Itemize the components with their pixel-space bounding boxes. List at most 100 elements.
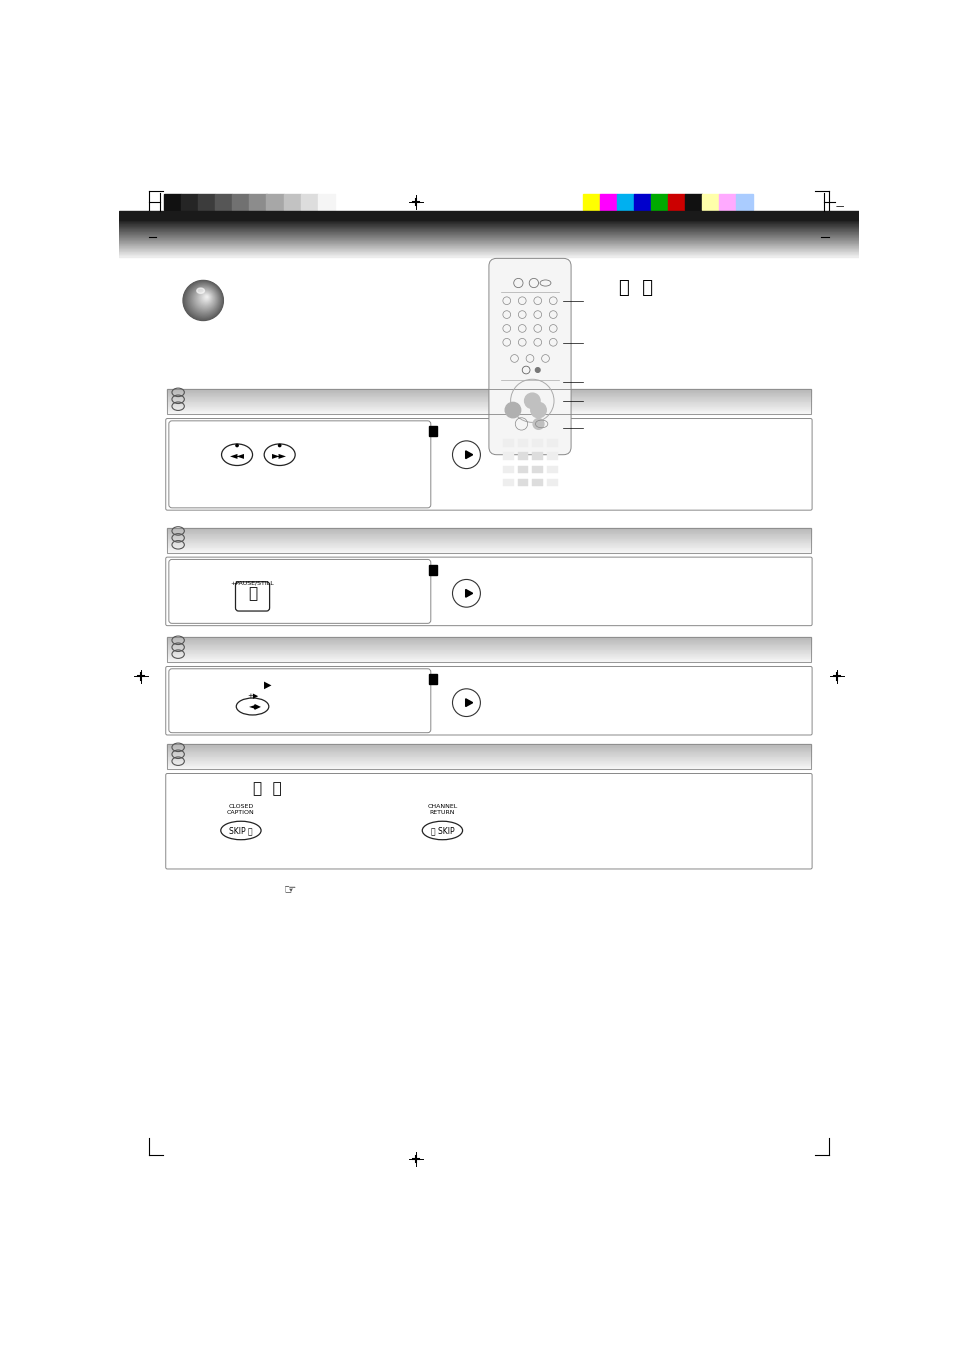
Circle shape bbox=[535, 367, 539, 373]
Circle shape bbox=[205, 296, 208, 299]
Text: +▶: +▶ bbox=[247, 693, 258, 698]
Text: ☞: ☞ bbox=[283, 882, 295, 897]
FancyBboxPatch shape bbox=[235, 582, 270, 611]
Circle shape bbox=[195, 289, 214, 308]
Circle shape bbox=[202, 295, 210, 301]
Circle shape bbox=[191, 285, 218, 313]
Bar bbox=[517, 453, 528, 461]
Circle shape bbox=[533, 419, 543, 430]
Circle shape bbox=[530, 403, 546, 417]
Bar bbox=[215, 195, 233, 209]
Text: ⏸: ⏸ bbox=[248, 586, 257, 601]
Bar bbox=[502, 478, 513, 486]
Bar bbox=[546, 439, 558, 447]
Bar bbox=[667, 195, 684, 209]
Circle shape bbox=[193, 288, 215, 309]
Bar bbox=[736, 195, 753, 209]
Circle shape bbox=[183, 281, 223, 320]
Circle shape bbox=[278, 444, 280, 447]
Text: +PAUSE/STILL: +PAUSE/STILL bbox=[231, 581, 274, 586]
Circle shape bbox=[189, 285, 219, 315]
Bar bbox=[119, 211, 858, 220]
Circle shape bbox=[203, 295, 209, 300]
Circle shape bbox=[185, 282, 222, 319]
Circle shape bbox=[191, 286, 217, 312]
Bar bbox=[719, 195, 736, 209]
Text: ⏮  ⏭: ⏮ ⏭ bbox=[618, 278, 653, 297]
Circle shape bbox=[235, 444, 238, 447]
Circle shape bbox=[193, 288, 216, 311]
Circle shape bbox=[197, 290, 213, 307]
Circle shape bbox=[199, 292, 212, 304]
Bar bbox=[429, 426, 436, 436]
Circle shape bbox=[193, 288, 216, 311]
Bar bbox=[502, 439, 513, 447]
Circle shape bbox=[187, 284, 220, 316]
Circle shape bbox=[188, 284, 220, 316]
Bar bbox=[233, 195, 249, 209]
Bar bbox=[167, 638, 810, 662]
FancyBboxPatch shape bbox=[166, 419, 811, 511]
Circle shape bbox=[524, 393, 539, 408]
Bar bbox=[617, 195, 633, 209]
Bar bbox=[266, 195, 283, 209]
Polygon shape bbox=[465, 451, 472, 458]
FancyBboxPatch shape bbox=[166, 666, 811, 735]
Bar bbox=[546, 453, 558, 461]
Bar bbox=[532, 478, 542, 486]
Circle shape bbox=[190, 285, 218, 313]
Bar bbox=[701, 195, 719, 209]
Circle shape bbox=[200, 292, 212, 304]
Circle shape bbox=[194, 289, 215, 309]
Text: ⏮  ⏭: ⏮ ⏭ bbox=[253, 781, 281, 796]
Bar bbox=[300, 195, 317, 209]
Bar bbox=[532, 466, 542, 473]
Text: ◄▶: ◄▶ bbox=[249, 703, 262, 711]
Circle shape bbox=[192, 286, 217, 312]
Bar bbox=[181, 195, 198, 209]
Circle shape bbox=[189, 284, 219, 315]
Bar bbox=[167, 528, 810, 553]
Bar bbox=[429, 674, 436, 684]
Circle shape bbox=[185, 282, 221, 317]
FancyBboxPatch shape bbox=[169, 559, 431, 623]
Bar bbox=[532, 439, 542, 447]
Bar bbox=[532, 453, 542, 461]
FancyBboxPatch shape bbox=[169, 669, 431, 732]
Text: ►►: ►► bbox=[272, 450, 287, 459]
Ellipse shape bbox=[196, 288, 204, 293]
Bar bbox=[546, 466, 558, 473]
Circle shape bbox=[186, 282, 221, 317]
Bar bbox=[517, 439, 528, 447]
Text: ⏭ SKIP: ⏭ SKIP bbox=[430, 825, 454, 835]
Bar bbox=[429, 565, 436, 574]
Bar bbox=[198, 195, 215, 209]
Circle shape bbox=[200, 293, 211, 303]
Bar bbox=[167, 389, 810, 413]
Bar bbox=[546, 478, 558, 486]
Text: —: — bbox=[835, 203, 843, 211]
Bar bbox=[684, 195, 701, 209]
Circle shape bbox=[187, 282, 220, 317]
Circle shape bbox=[184, 281, 223, 320]
Bar bbox=[650, 195, 667, 209]
FancyBboxPatch shape bbox=[166, 557, 811, 626]
Circle shape bbox=[195, 289, 214, 308]
Circle shape bbox=[198, 290, 213, 305]
Circle shape bbox=[196, 289, 213, 307]
Circle shape bbox=[192, 286, 216, 312]
Circle shape bbox=[202, 293, 210, 301]
Bar bbox=[582, 195, 599, 209]
Bar bbox=[317, 195, 335, 209]
Bar bbox=[119, 162, 858, 195]
Circle shape bbox=[206, 296, 208, 299]
Circle shape bbox=[197, 290, 213, 305]
Circle shape bbox=[201, 293, 211, 303]
Bar bbox=[517, 466, 528, 473]
Circle shape bbox=[204, 295, 209, 300]
FancyBboxPatch shape bbox=[488, 258, 571, 455]
Bar bbox=[167, 744, 810, 769]
Text: SKIP ⏮: SKIP ⏮ bbox=[229, 825, 253, 835]
Text: CHANNEL
RETURN: CHANNEL RETURN bbox=[427, 804, 457, 815]
Circle shape bbox=[505, 403, 520, 417]
